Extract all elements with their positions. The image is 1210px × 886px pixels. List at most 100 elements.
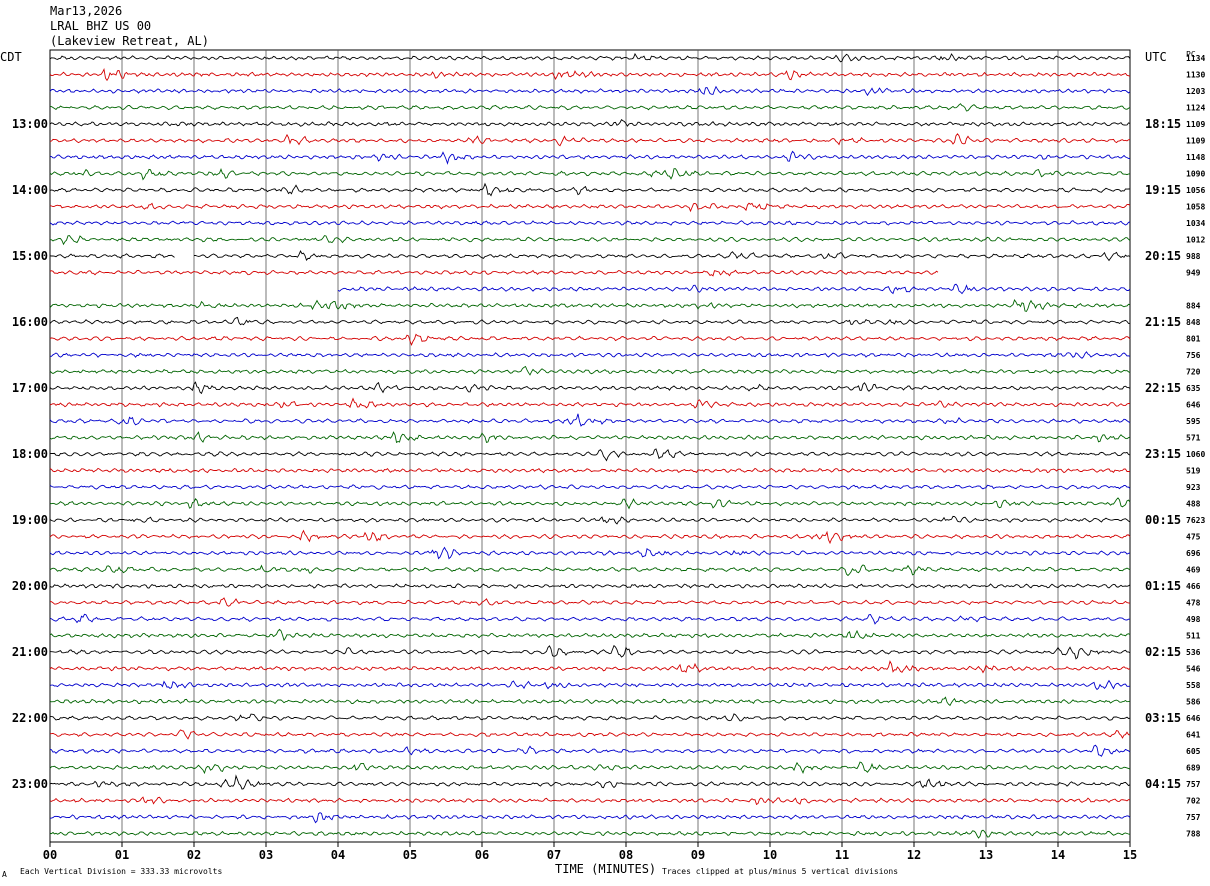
trace-13: [50, 270, 1130, 276]
right-hour-label: 00:15: [1145, 513, 1181, 527]
trace-2: [49, 85, 1131, 97]
x-tick-label: 06: [475, 848, 489, 862]
row-value-label: 1012: [1186, 236, 1205, 245]
left-hour-label: 14:00: [12, 183, 48, 197]
trace-15: [49, 299, 1131, 312]
trace-46: [49, 812, 1131, 824]
left-hour-label: 17:00: [12, 381, 48, 395]
x-tick-label: 04: [331, 848, 345, 862]
trace-3: [50, 103, 1131, 112]
trace-7: [49, 168, 1131, 181]
row-value-label: 536: [1186, 648, 1201, 657]
row-value-label: 1148: [1186, 153, 1205, 162]
row-value-label: 1090: [1186, 170, 1205, 179]
clip-note: Traces clipped at plus/minus 5 vertical …: [662, 867, 899, 876]
trace-31: [49, 564, 1131, 577]
right-column-label: PC: [1186, 50, 1196, 59]
row-value-label: 757: [1186, 813, 1201, 822]
trace-24: [49, 448, 1131, 462]
row-value-label: 635: [1186, 384, 1201, 393]
x-axis-label: TIME (MINUTES): [555, 862, 657, 876]
trace-26: [49, 484, 1131, 490]
row-value-label: 848: [1186, 318, 1201, 327]
row-value-label: 478: [1186, 599, 1201, 608]
x-tick-label: 10: [763, 848, 777, 862]
x-tick-label: 01: [115, 848, 129, 862]
trace-43: [49, 761, 1131, 775]
row-value-label: 1056: [1186, 186, 1205, 195]
row-value-label: 1203: [1186, 87, 1205, 96]
row-value-label: 988: [1186, 252, 1201, 261]
trace-33: [49, 597, 1131, 607]
row-value-label: 498: [1186, 615, 1201, 624]
trace-39: [49, 696, 1131, 707]
row-value-label: 511: [1186, 632, 1201, 641]
plot-frame: [49, 49, 1131, 843]
station-location: (Lakeview Retreat, AL): [50, 34, 209, 48]
x-tick-label: 03: [259, 848, 273, 862]
row-value-label: 466: [1186, 582, 1201, 591]
right-hour-label: 03:15: [1145, 711, 1181, 725]
row-value-label: 720: [1186, 368, 1201, 377]
row-value-label: 1034: [1186, 219, 1205, 228]
row-value-label: 702: [1186, 797, 1201, 806]
x-tick-label: 14: [1051, 848, 1065, 862]
row-value-label: 1134: [1186, 54, 1205, 63]
trace-1: [49, 68, 1131, 82]
footer-left-mark: A: [2, 870, 7, 879]
right-hour-label: 22:15: [1145, 381, 1181, 395]
row-value-label: 1109: [1186, 120, 1205, 129]
trace-19: [49, 365, 1131, 376]
row-value-label: 756: [1186, 351, 1201, 360]
scale-note: Each Vertical Division = 333.33 microvol…: [20, 867, 223, 876]
trace-0: [49, 52, 1131, 63]
trace-27: [49, 497, 1131, 510]
record-date: Mar13,2026: [50, 4, 123, 18]
trace-17: [49, 333, 1131, 346]
row-value-label: 469: [1186, 566, 1201, 575]
right-hour-label: 21:15: [1145, 315, 1181, 329]
x-tick-label: 11: [835, 848, 849, 862]
trace-32: [49, 583, 1131, 589]
right-hour-label: 23:15: [1145, 447, 1181, 461]
row-value-label: 1060: [1186, 450, 1205, 459]
trace-34: [49, 613, 1131, 625]
trace-16: [49, 316, 1131, 326]
row-value-label: 801: [1186, 335, 1201, 344]
left-hour-label: 19:00: [12, 513, 48, 527]
left-hour-label: 23:00: [12, 777, 48, 791]
trace-28: [49, 515, 1131, 525]
left-hour-label: 20:00: [12, 579, 48, 593]
trace-30: [49, 546, 1131, 560]
trace-25: [49, 467, 1131, 474]
row-value-label: 558: [1186, 681, 1201, 690]
row-value-label: 646: [1186, 714, 1201, 723]
trace-14: [337, 283, 1131, 295]
trace-41: [50, 729, 1131, 740]
right-timezone-label: UTC: [1145, 50, 1167, 64]
trace-44: [49, 774, 1131, 790]
right-hour-label: 18:15: [1145, 117, 1181, 131]
left-hour-label: 22:00: [12, 711, 48, 725]
row-value-label: 605: [1186, 747, 1201, 756]
left-hour-label: 13:00: [12, 117, 48, 131]
station-code: LRAL BHZ US 00: [50, 19, 152, 33]
left-hour-label: 15:00: [12, 249, 48, 263]
trace-5: [49, 133, 1131, 147]
x-tick-label: 15: [1123, 848, 1137, 862]
row-value-label: 788: [1186, 830, 1201, 839]
trace-9: [49, 202, 1131, 213]
row-value-label: 1130: [1186, 71, 1205, 80]
row-value-label: 546: [1186, 665, 1201, 674]
trace-18: [50, 351, 1131, 359]
row-value-label: 571: [1186, 434, 1201, 443]
row-value-label: 923: [1186, 483, 1201, 492]
row-value-label: 949: [1186, 269, 1201, 278]
right-hour-label: 01:15: [1145, 579, 1181, 593]
left-timezone-label: CDT: [0, 50, 22, 64]
row-value-label: 1109: [1186, 137, 1205, 146]
row-value-label: 7623: [1186, 516, 1205, 525]
trace-23: [49, 431, 1131, 444]
trace-47: [49, 829, 1131, 839]
right-hour-label: 02:15: [1145, 645, 1181, 659]
